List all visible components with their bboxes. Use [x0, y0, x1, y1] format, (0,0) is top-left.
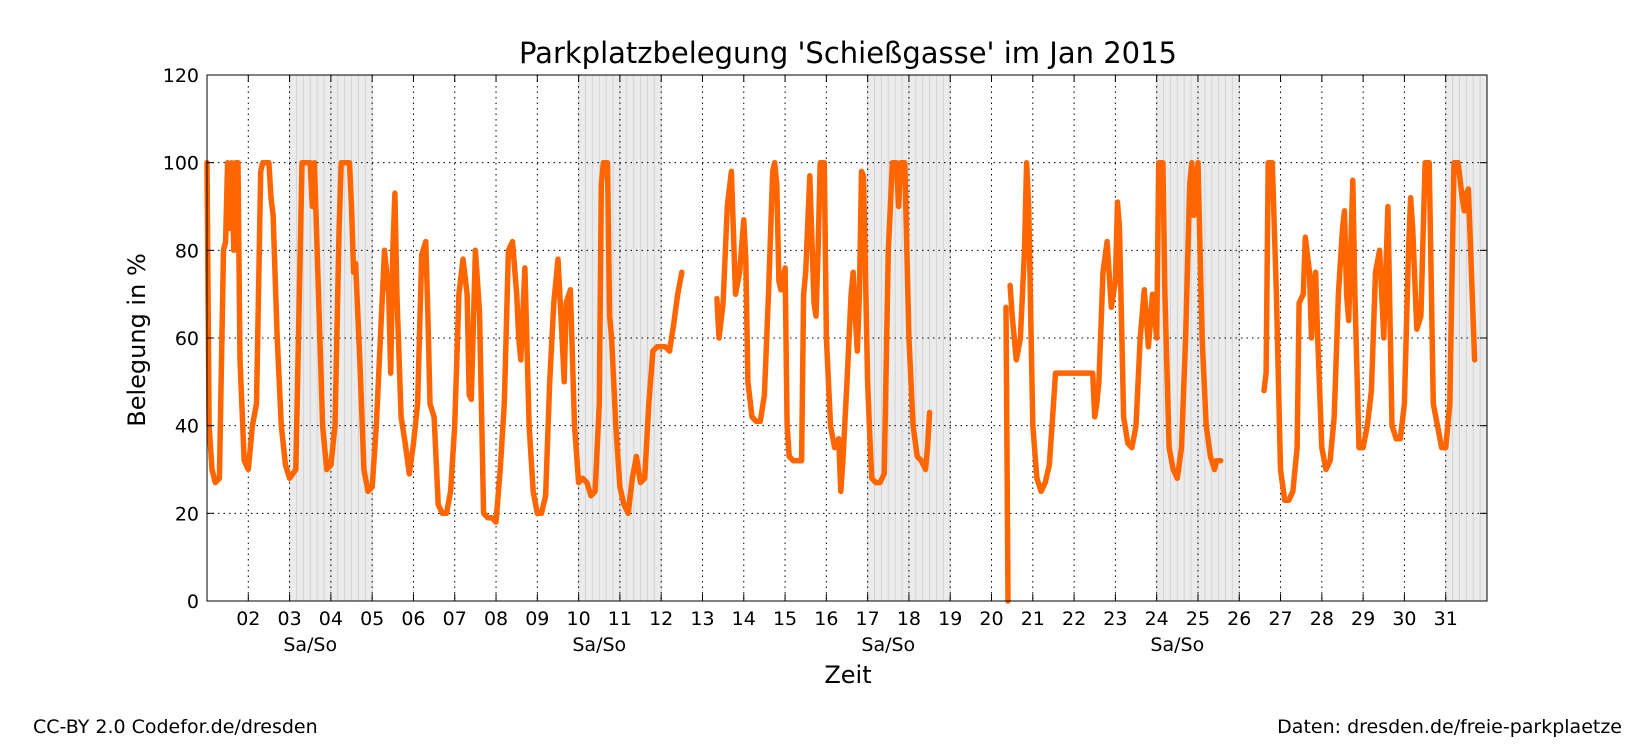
x-tick-label: 21	[1021, 608, 1045, 630]
x-tick-label: 23	[1103, 608, 1127, 630]
y-tick-label: 60	[175, 328, 199, 350]
x-tick-label: 02	[236, 608, 260, 630]
x-tick-label: 29	[1351, 608, 1375, 630]
x-tick-label: 12	[649, 608, 673, 630]
weekend-label: Sa/So	[861, 634, 915, 656]
x-tick-label: 13	[690, 608, 714, 630]
occupancy-line-segment	[714, 159, 933, 495]
x-axis-label: Zeit	[824, 661, 871, 689]
x-tick-label: 11	[608, 608, 632, 630]
x-tick-label: 05	[360, 608, 384, 630]
occupancy-line-segment	[204, 159, 685, 525]
x-tick-label: 09	[525, 608, 549, 630]
data-source-note: Daten: dresden.de/freie-parkplaetze	[1277, 716, 1622, 738]
license-note: CC-BY 2.0 Codefor.de/dresden	[33, 716, 318, 738]
y-tick-label: 20	[175, 503, 199, 525]
x-tick-label: 30	[1392, 608, 1416, 630]
y-tick-label: 40	[175, 416, 199, 438]
x-tick-label: 08	[484, 608, 508, 630]
x-tick-label: 22	[1062, 608, 1086, 630]
x-tick-label: 25	[1186, 608, 1210, 630]
x-tick-label: 07	[443, 608, 467, 630]
occupancy-line-segment	[1261, 159, 1478, 503]
x-tick-label: 18	[897, 608, 921, 630]
x-tick-label: 27	[1268, 608, 1292, 630]
occupancy-line-segment	[1003, 304, 1011, 604]
x-tick-label: 31	[1434, 608, 1458, 630]
x-tick-label: 14	[732, 608, 756, 630]
x-tick-label: 17	[856, 608, 880, 630]
x-tick-label: 06	[401, 608, 425, 630]
y-tick-label: 0	[187, 591, 199, 613]
x-tick-label: 28	[1310, 608, 1334, 630]
x-tick-label: 20	[979, 608, 1003, 630]
occupancy-series	[204, 159, 1478, 604]
x-tick-label: 24	[1145, 608, 1169, 630]
chart-title: Parkplatzbelegung 'Schießgasse' im Jan 2…	[519, 36, 1177, 70]
x-tick-label: 15	[773, 608, 797, 630]
x-tick-label: 04	[319, 608, 343, 630]
x-tick-label: 16	[814, 608, 838, 630]
axis-ticks: 0 20 40 60 80 100 120 02 03 04 05 06 07 08 09 10 11 12 13 1…	[163, 65, 1487, 656]
weekend-label: Sa/So	[1150, 634, 1204, 656]
x-tick-label: 03	[277, 608, 301, 630]
x-tick-label: 10	[567, 608, 591, 630]
x-tick-label: 19	[938, 608, 962, 630]
y-tick-label: 120	[163, 65, 199, 87]
y-tick-label: 80	[175, 240, 199, 262]
y-tick-label: 100	[163, 153, 199, 175]
x-tick-label: 26	[1227, 608, 1251, 630]
occupancy-line-segment	[1007, 159, 1224, 495]
weekend-label: Sa/So	[283, 634, 337, 656]
y-axis-label: Belegung in %	[123, 253, 151, 427]
weekend-label: Sa/So	[572, 634, 626, 656]
